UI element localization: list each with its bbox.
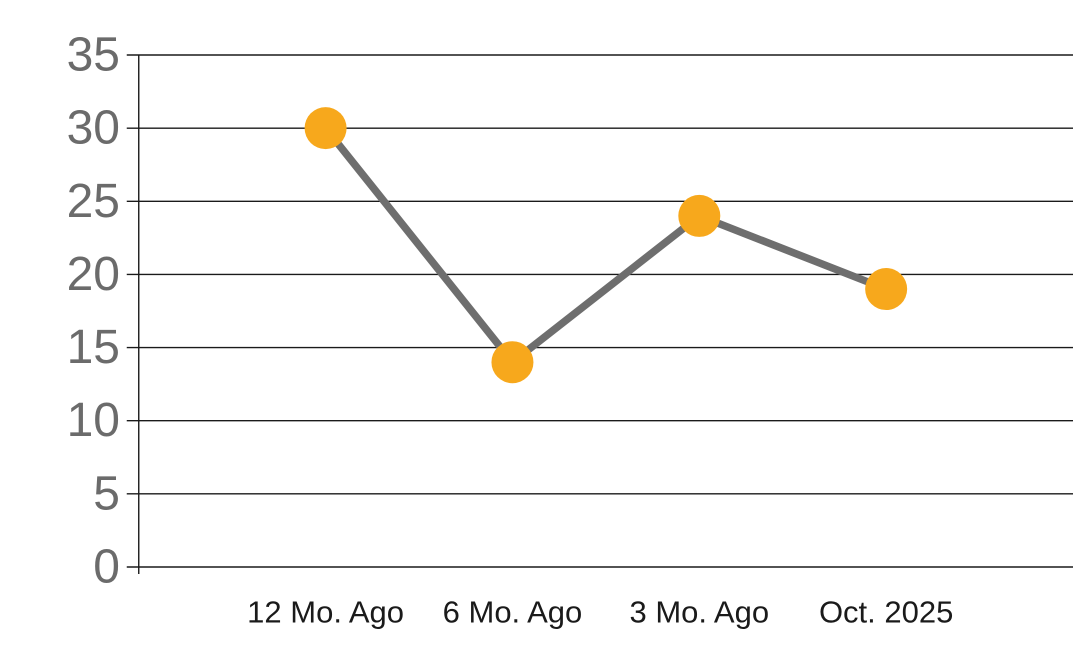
y-tick-label: 35 (67, 29, 120, 82)
data-point (678, 194, 721, 237)
data-line (321, 124, 890, 366)
x-tick-label: 6 Mo. Ago (443, 595, 583, 630)
y-tick-label: 0 (93, 541, 120, 594)
y-tick-label: 5 (93, 467, 120, 520)
y-tick-label: 20 (67, 248, 120, 301)
y-tick-label: 10 (67, 394, 120, 447)
y-tick-label: 30 (67, 102, 120, 155)
data-point (491, 341, 534, 384)
x-tick-label: 12 Mo. Ago (247, 595, 404, 630)
data-point (304, 107, 347, 150)
x-tick-label: Oct. 2025 (819, 595, 953, 630)
y-tick-label: 15 (67, 321, 120, 374)
data-point (865, 268, 908, 311)
y-tick-label: 25 (67, 175, 120, 228)
x-tick-label: 3 Mo. Ago (630, 595, 770, 630)
